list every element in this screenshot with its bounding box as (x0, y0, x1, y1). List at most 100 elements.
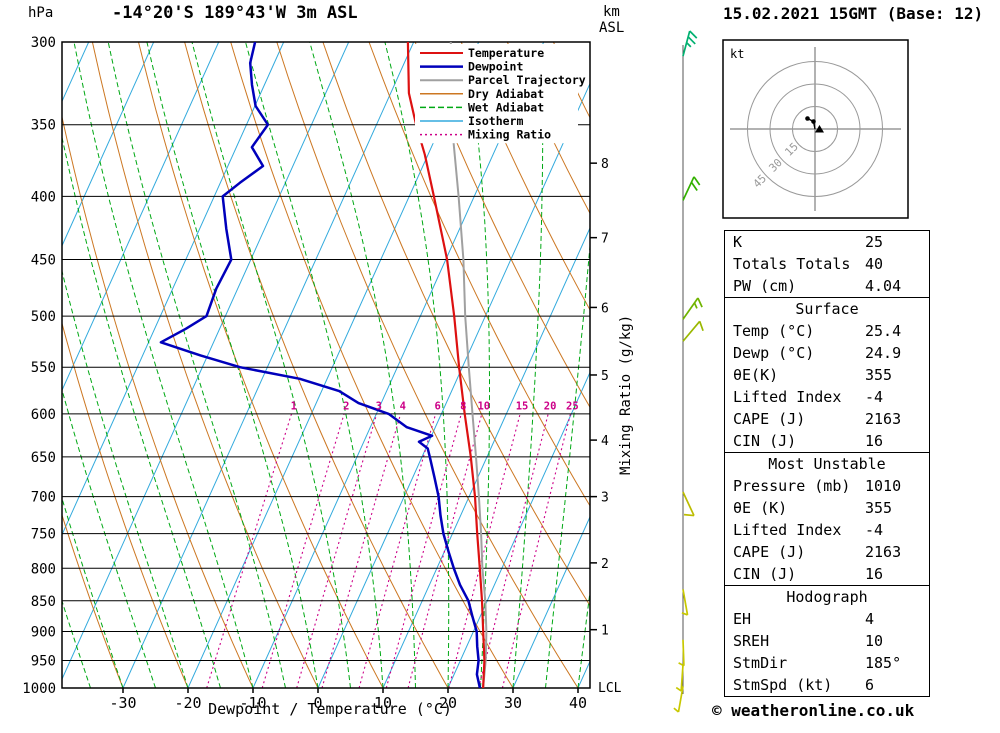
stat-value: 355 (865, 499, 893, 517)
svg-text:1000: 1000 (22, 681, 56, 697)
stat-value: 6 (865, 676, 875, 694)
svg-text:950: 950 (31, 653, 56, 669)
stat-row: CAPE (J) 2163 (725, 541, 929, 563)
svg-text:LCL: LCL (598, 681, 622, 696)
svg-text:4: 4 (400, 401, 406, 413)
svg-text:700: 700 (31, 490, 56, 506)
stat-label: StmSpd (kt) (733, 676, 833, 694)
svg-text:6: 6 (601, 301, 609, 316)
svg-text:3: 3 (601, 491, 609, 506)
stat-label: Totals Totals (733, 255, 851, 273)
hodograph-section: Hodograph EH 4 SREH 10 StmDir 185° StmSpd (… (724, 585, 930, 697)
stat-row: Dewp (°C) 24.9 (725, 342, 929, 364)
svg-text:900: 900 (31, 624, 56, 640)
stat-row: Temp (°C) 25.4 (725, 320, 929, 342)
stat-label: K (733, 233, 743, 251)
surface-section: Surface Temp (°C) 25.4 Dewp (°C) 24.9 θE(K… (724, 297, 930, 453)
svg-text:Isotherm: Isotherm (468, 114, 523, 128)
stat-value: 24.9 (865, 344, 902, 362)
pressure-unit-label: hPa (28, 5, 54, 21)
svg-text:20: 20 (439, 694, 457, 712)
stat-value: 4 (865, 610, 875, 628)
stat-row: EH 4 (725, 608, 929, 630)
svg-text:300: 300 (31, 35, 56, 51)
stat-row: SREH 10 (725, 630, 929, 652)
svg-text:25: 25 (566, 401, 579, 413)
svg-text:3: 3 (376, 401, 382, 413)
stat-value: 10 (865, 632, 884, 650)
svg-text:-10: -10 (239, 694, 266, 712)
stat-value: 25.4 (865, 322, 902, 340)
stat-row: θE(K) 355 (725, 364, 929, 386)
stat-label: PW (cm) (733, 277, 797, 295)
stat-value: -4 (865, 388, 884, 406)
svg-text:0: 0 (313, 694, 322, 712)
x-axis-label: Dewpoint / Temperature (°C) (208, 700, 452, 718)
stat-label: Lifted Index (733, 388, 842, 406)
stat-label: θE(K) (733, 366, 779, 384)
svg-text:4: 4 (601, 434, 609, 449)
stat-label: CIN (J) (733, 432, 797, 450)
stat-value: 4.04 (865, 277, 902, 295)
asl-axis-label: ASL (599, 20, 625, 36)
copyright: © weatheronline.co.uk (712, 701, 915, 720)
svg-text:550: 550 (31, 360, 56, 376)
stat-label: StmDir (733, 654, 788, 672)
stat-label: Temp (°C) (733, 322, 815, 340)
svg-text:Wet Adiabat: Wet Adiabat (468, 100, 544, 114)
stat-value: 40 (865, 255, 884, 273)
stats-panel: K 25 Totals Totals 40 PW (cm) 4.04 Surface … (724, 230, 930, 697)
svg-text:Temperature: Temperature (468, 46, 544, 60)
svg-text:10: 10 (374, 694, 392, 712)
svg-text:1: 1 (291, 401, 297, 413)
stat-label: EH (733, 610, 752, 628)
svg-text:20: 20 (544, 401, 557, 413)
stat-label: Pressure (mb) (733, 477, 851, 495)
stat-value: 355 (865, 366, 893, 384)
stat-row: θE (K) 355 (725, 497, 929, 519)
svg-text:10: 10 (477, 401, 490, 413)
svg-text:2: 2 (601, 557, 609, 572)
svg-text:750: 750 (31, 527, 56, 543)
stat-value: 185° (865, 654, 902, 672)
svg-text:Mixing Ratio (g/kg): Mixing Ratio (g/kg) (618, 315, 634, 475)
stat-row: Lifted Index -4 (725, 519, 929, 541)
km-axis-label: km (603, 4, 620, 20)
stat-label: Lifted Index (733, 521, 842, 539)
svg-text:5: 5 (601, 369, 609, 384)
svg-text:600: 600 (31, 407, 56, 423)
svg-text:15: 15 (516, 401, 529, 413)
stat-value: 2163 (865, 410, 902, 428)
datetime-label: 15.02.2021 15GMT (Base: 12) (723, 4, 984, 23)
stat-value: 16 (865, 432, 884, 450)
stat-row: StmDir 185° (725, 652, 929, 674)
svg-text:8: 8 (601, 157, 609, 172)
stat-value: 1010 (865, 477, 902, 495)
stat-row: CIN (J) 16 (725, 430, 929, 452)
svg-text:350: 350 (31, 118, 56, 134)
svg-text:1: 1 (601, 624, 609, 639)
stat-row: Pressure (mb) 1010 (725, 475, 929, 497)
svg-text:500: 500 (31, 309, 56, 325)
svg-text:-20: -20 (174, 694, 201, 712)
stat-label: CAPE (J) (733, 410, 806, 428)
most-unstable-section: Most Unstable Pressure (mb) 1010 θE (K) 35… (724, 452, 930, 586)
svg-text:800: 800 (31, 561, 56, 577)
indices-section: K 25 Totals Totals 40 PW (cm) 4.04 (724, 230, 930, 298)
stat-label: CIN (J) (733, 565, 797, 583)
svg-text:450: 450 (31, 253, 56, 269)
stat-label: CAPE (J) (733, 543, 806, 561)
svg-text:850: 850 (31, 594, 56, 610)
stat-row: CAPE (J) 2163 (725, 408, 929, 430)
stat-value: 16 (865, 565, 884, 583)
svg-text:Parcel Trajectory: Parcel Trajectory (468, 73, 586, 87)
stat-value: -4 (865, 521, 884, 539)
stat-row: Totals Totals 40 (725, 253, 929, 275)
svg-text:650: 650 (31, 450, 56, 466)
svg-text:30: 30 (504, 694, 522, 712)
svg-text:Mixing Ratio: Mixing Ratio (468, 128, 551, 142)
section-title: Most Unstable (768, 455, 886, 473)
svg-text:Dry Adiabat: Dry Adiabat (468, 87, 544, 101)
